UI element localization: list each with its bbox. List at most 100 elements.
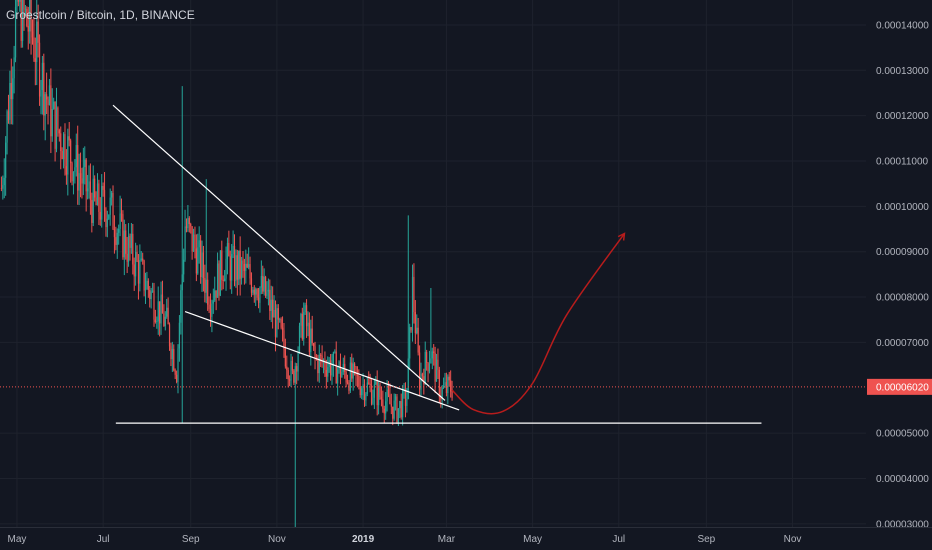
candle-body — [300, 313, 302, 326]
candle — [216, 252, 219, 298]
candle — [127, 223, 130, 267]
candle — [40, 79, 42, 115]
candle-body — [334, 351, 336, 353]
candle — [308, 312, 310, 357]
candle-body — [47, 99, 49, 105]
candle — [418, 345, 421, 397]
candle-body — [274, 309, 277, 337]
candle — [225, 246, 227, 291]
candle-body — [308, 322, 310, 353]
candle-body — [280, 319, 282, 328]
candle-body — [133, 264, 135, 277]
candle-body — [224, 278, 226, 281]
projection-arrowhead — [617, 232, 626, 241]
candle-body — [127, 235, 130, 262]
candle-body — [125, 230, 127, 254]
candle — [382, 390, 384, 413]
candle — [103, 172, 106, 222]
candle — [353, 362, 356, 376]
candle-body — [154, 319, 156, 323]
candle-body — [424, 351, 426, 385]
candle — [257, 288, 260, 309]
candle — [160, 281, 162, 335]
candle-body — [96, 183, 99, 205]
candle-body — [185, 226, 188, 229]
candle — [143, 259, 145, 297]
candle — [48, 78, 51, 106]
candle — [204, 264, 206, 303]
candle-body — [113, 229, 116, 238]
candle-body — [12, 78, 14, 100]
candle — [392, 406, 394, 426]
candle — [311, 315, 313, 346]
candle-body — [317, 358, 319, 374]
candle-body — [325, 369, 327, 377]
candle-body — [368, 382, 370, 384]
candle — [224, 269, 226, 282]
candle-body — [256, 289, 258, 298]
candle — [122, 210, 124, 260]
candle — [438, 366, 440, 404]
candle-body — [273, 309, 275, 318]
candle-body — [183, 259, 185, 275]
candle-body — [399, 401, 401, 409]
candle-body — [225, 258, 227, 279]
candle-body — [420, 373, 422, 390]
candle-body — [44, 94, 46, 116]
time-axis[interactable]: May Jul Sep Nov 2019 Mar May Jul Sep Nov — [0, 527, 932, 550]
candle-body — [27, 25, 29, 32]
candle-body — [407, 358, 409, 399]
candle-body — [36, 21, 38, 63]
candle-body — [267, 289, 270, 292]
candle-body — [175, 374, 178, 382]
candle — [435, 353, 438, 382]
candle-body — [208, 304, 210, 310]
candle — [13, 45, 15, 94]
candle-body — [250, 278, 253, 293]
candle — [342, 357, 344, 375]
candle-body — [369, 383, 371, 386]
candle — [414, 300, 416, 345]
candlesticks — [0, 0, 453, 527]
candle — [61, 147, 63, 160]
candle — [180, 284, 182, 335]
candle-body — [239, 250, 241, 279]
candle — [139, 244, 141, 292]
candle-body — [157, 301, 159, 322]
candle-body — [156, 321, 158, 323]
candle — [92, 165, 94, 227]
candle — [46, 72, 48, 115]
candle-body — [143, 260, 145, 291]
candle — [151, 282, 154, 293]
candle-body — [212, 300, 214, 304]
candle-body — [252, 289, 254, 293]
candle — [283, 323, 285, 358]
candle — [383, 405, 385, 424]
candle-body — [33, 37, 35, 59]
candle-body — [298, 325, 301, 352]
candle — [136, 245, 138, 263]
candle — [358, 369, 360, 390]
candle-body — [109, 197, 111, 215]
candle — [252, 286, 254, 296]
candle — [62, 132, 65, 169]
candle — [60, 126, 62, 170]
candle — [34, 37, 36, 86]
candle-body — [94, 178, 96, 198]
price-axis[interactable]: 0.00014000 0.00013000 0.00012000 0.00011000… — [866, 0, 932, 550]
candle — [86, 174, 89, 200]
candle-body — [253, 289, 255, 295]
candle-body — [352, 363, 354, 379]
candle-body — [272, 299, 274, 318]
candle — [386, 379, 388, 412]
candle — [329, 354, 332, 381]
candle — [267, 278, 270, 306]
candle-body — [222, 279, 224, 281]
candle-body — [255, 289, 257, 295]
candle — [341, 368, 343, 378]
candle — [99, 197, 101, 226]
candle-body — [92, 178, 94, 223]
candle-body — [13, 57, 15, 79]
candle-body — [34, 58, 36, 63]
candle-body — [409, 327, 411, 359]
